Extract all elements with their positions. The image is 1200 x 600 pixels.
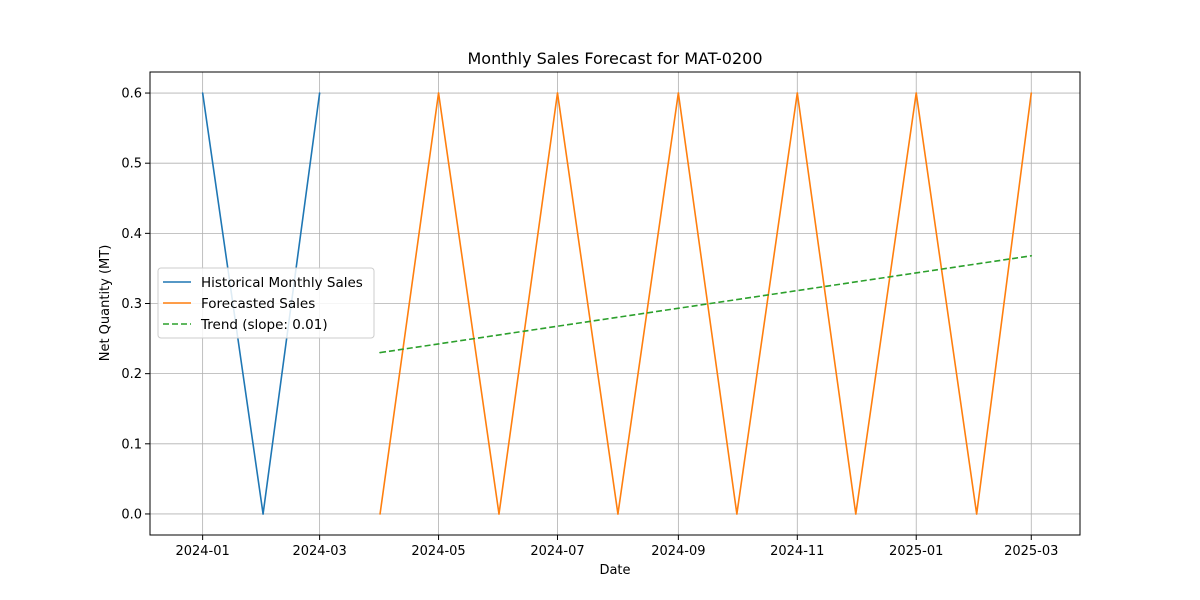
chart-title: Monthly Sales Forecast for MAT-0200 xyxy=(468,49,763,68)
x-tick-label: 2025-03 xyxy=(1004,544,1058,559)
legend-entry-label: Trend (slope: 0.01) xyxy=(200,317,328,333)
series-layer xyxy=(201,92,1033,515)
legend-entry-label: Historical Monthly Sales xyxy=(201,275,363,291)
x-tick-label: 2024-05 xyxy=(411,544,465,559)
x-axis-label: Date xyxy=(599,563,630,578)
data-point xyxy=(677,92,680,94)
series-line-trend-slope-0-01 xyxy=(379,255,1032,354)
y-tick-label: 0.6 xyxy=(121,87,142,102)
y-tick-label: 0.2 xyxy=(121,367,142,382)
data-point xyxy=(379,513,381,515)
data-point xyxy=(201,92,204,94)
series-line-forecasted-sales xyxy=(379,92,1033,515)
data-point xyxy=(975,513,978,515)
legend-box xyxy=(157,267,375,339)
data-point xyxy=(379,351,381,354)
y-tick-label: 0.5 xyxy=(121,157,142,172)
x-tick-label: 2024-11 xyxy=(770,544,824,559)
x-tick-label: 2024-01 xyxy=(175,544,229,559)
data-point xyxy=(556,92,559,94)
legend: Historical Monthly Sales Forecasted Sales… xyxy=(157,267,375,339)
data-point xyxy=(736,513,738,515)
data-point xyxy=(796,92,799,94)
x-tick-label: 2024-07 xyxy=(530,544,584,559)
x-tick-label: 2025-01 xyxy=(889,544,943,559)
y-tick-label: 0.1 xyxy=(121,437,142,452)
y-tick-label: 0.0 xyxy=(121,507,142,522)
data-point xyxy=(262,513,264,515)
data-point xyxy=(854,513,857,515)
ticks-layer: 2024-01 2024-03 2024-05 2024-07 2024-09 2024-… xyxy=(121,87,1058,559)
y-axis-label: Net Quantity (MT) xyxy=(98,245,113,362)
data-point xyxy=(437,92,440,94)
legend-entry-label: Forecasted Sales xyxy=(201,296,315,312)
data-point xyxy=(1030,92,1033,94)
x-tick-label: 2024-03 xyxy=(292,544,346,559)
data-point xyxy=(915,92,918,94)
y-tick-label: 0.3 xyxy=(121,297,142,312)
data-point xyxy=(617,513,619,515)
x-tick-label: 2024-09 xyxy=(651,544,705,559)
data-point xyxy=(318,92,321,94)
y-tick-label: 0.4 xyxy=(121,227,142,242)
data-point xyxy=(1030,254,1033,257)
data-point xyxy=(498,513,500,515)
